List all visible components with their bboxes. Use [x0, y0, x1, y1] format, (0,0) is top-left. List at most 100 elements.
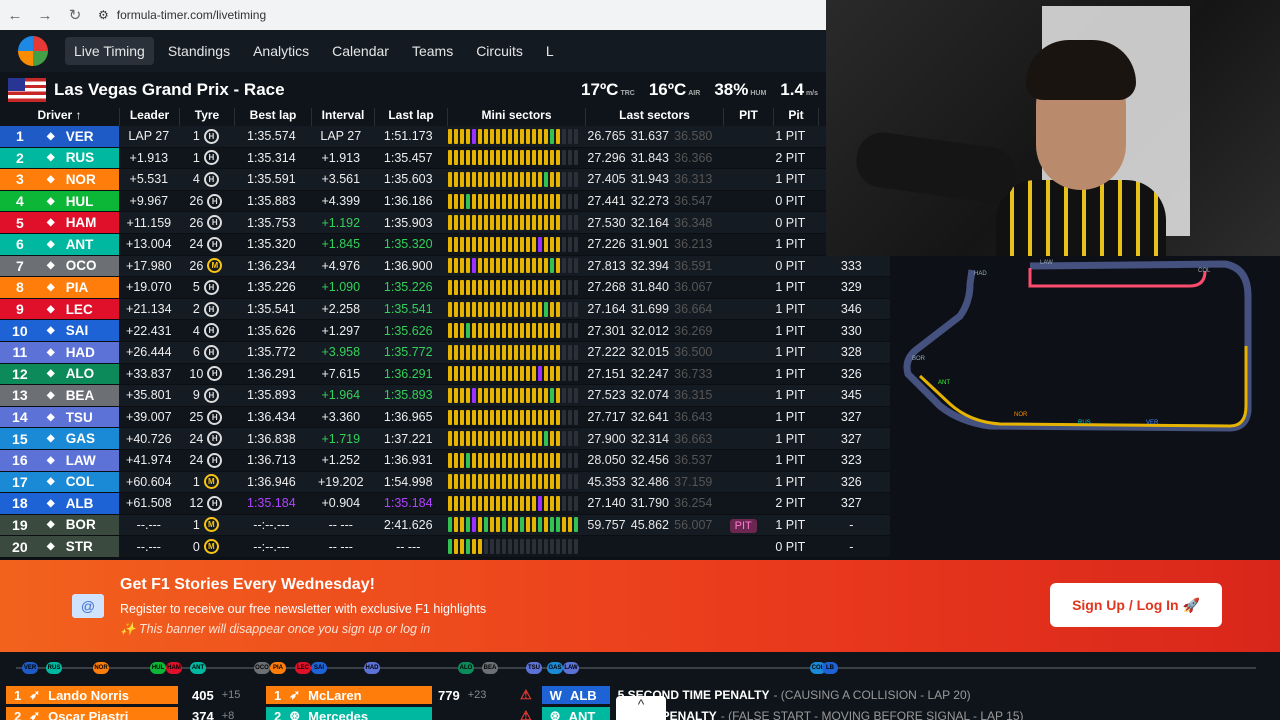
tracker-dot[interactable]: BEA: [482, 662, 498, 674]
col-leader[interactable]: Leader: [120, 108, 180, 126]
col-tyre[interactable]: Tyre: [180, 108, 235, 126]
timing-row[interactable]: 12 ◆ ALO +33.837 10 H 1:36.291 +7.615 1:36…: [0, 363, 890, 386]
driver-cell[interactable]: ◆ GAS: [39, 428, 120, 449]
col-interval[interactable]: Interval: [312, 108, 375, 126]
mini-sector: [502, 258, 507, 274]
tracker-dot[interactable]: ANT: [190, 662, 206, 674]
tracker-dot[interactable]: GAS: [547, 662, 563, 674]
tracker-dot[interactable]: SAI: [311, 662, 327, 674]
driver-cell[interactable]: ◆ SAI: [39, 320, 120, 341]
driver-cell[interactable]: ◆ LAW: [39, 449, 120, 471]
timing-row[interactable]: 16 ◆ LAW +41.974 24 H 1:36.713 +1.252 1:36…: [0, 449, 890, 472]
tab-teams[interactable]: Teams: [411, 43, 454, 59]
tracker-dot[interactable]: LAW: [563, 662, 579, 674]
timing-row[interactable]: 6 ◆ ANT +13.004 24 H 1:35.320 +1.845 1:35.…: [0, 233, 890, 256]
tracker-dot[interactable]: HAM: [166, 662, 182, 674]
mini-sector: [496, 495, 501, 511]
mini-sectors: [444, 148, 581, 169]
timing-row[interactable]: 5 ◆ HAM +11.159 26 H 1:35.753 +1.192 1:35.…: [0, 212, 890, 234]
driver-cell[interactable]: ◆ ANT: [39, 233, 120, 255]
driver-cell[interactable]: ◆ LEC: [39, 298, 120, 320]
mini-sector: [472, 517, 477, 533]
driver-cell[interactable]: ◆ COL: [39, 471, 120, 493]
driver-cell[interactable]: ◆ TSU: [39, 406, 120, 428]
driver-cell[interactable]: ◆ HAD: [39, 341, 120, 363]
logo-icon[interactable]: [18, 36, 48, 66]
col-pit-count[interactable]: Pit: [774, 108, 819, 126]
timing-row[interactable]: 15 ◆ GAS +40.726 24 H 1:36.838 +1.719 1:37…: [0, 428, 890, 450]
timing-row[interactable]: 14 ◆ TSU +39.007 25 H 1:36.434 +3.360 1:36…: [0, 406, 890, 429]
driver-cell[interactable]: ◆ RUS: [39, 147, 120, 169]
site-info-icon[interactable]: ⚙: [98, 8, 109, 22]
col-last-lap[interactable]: Last lap: [375, 108, 448, 126]
driver-cell[interactable]: ◆ NOR: [39, 169, 120, 190]
address-bar[interactable]: ⚙ formula-timer.com/livetiming: [98, 8, 266, 22]
tracker-dot[interactable]: PIA: [270, 662, 286, 674]
mini-sector: [538, 517, 543, 533]
mini-sector: [472, 258, 477, 274]
tracker-dot[interactable]: VER: [22, 662, 38, 674]
driver-cell[interactable]: ◆ BEA: [39, 385, 120, 406]
last-lap: 1:35.226: [383, 280, 433, 295]
driver-cell[interactable]: ◆ OCO: [39, 255, 120, 277]
driver-cell[interactable]: ◆ ALB: [39, 493, 120, 514]
mini-sector: [448, 344, 453, 360]
driver-cell[interactable]: ◆ HUL: [39, 190, 120, 212]
tracker-dot[interactable]: RUS: [46, 662, 62, 674]
tracker-dot[interactable]: TSU: [526, 662, 542, 674]
mini-sector: [472, 150, 477, 166]
speed-trap: 326: [840, 366, 862, 381]
back-icon[interactable]: ←: [7, 6, 23, 24]
tab-calendar[interactable]: Calendar: [332, 43, 389, 59]
tracker-dot[interactable]: OCO: [254, 662, 270, 674]
driver-cell[interactable]: ◆ STR: [39, 536, 120, 557]
driver-cell[interactable]: ◆ HAM: [39, 212, 120, 233]
tracker-dot[interactable]: HAD: [364, 662, 380, 674]
tracker-dot[interactable]: LEC: [295, 662, 311, 674]
tab-analytics[interactable]: Analytics: [253, 43, 310, 59]
col-mini-sectors[interactable]: Mini sectors: [448, 108, 586, 126]
driver-cell[interactable]: ◆ VER: [39, 126, 120, 147]
mini-sector: [460, 128, 465, 144]
mini-sector: [568, 236, 573, 252]
mini-sector: [466, 323, 471, 339]
driver-cell[interactable]: ◆ BOR: [39, 514, 120, 536]
timing-row[interactable]: 18 ◆ ALB +61.508 12 H 1:35.184 +0.904 1:35…: [0, 493, 890, 515]
mini-sector: [460, 387, 465, 403]
forward-icon[interactable]: →: [37, 6, 53, 24]
tracker-dot[interactable]: NOR: [93, 662, 109, 674]
tab-live-timing[interactable]: Live Timing: [65, 37, 154, 65]
tracker-dot[interactable]: LB: [822, 662, 838, 674]
tracker-dot[interactable]: HUL: [150, 662, 166, 674]
tab-circuits[interactable]: Circuits: [476, 43, 523, 59]
tab-standings[interactable]: Standings: [167, 43, 231, 59]
timing-row[interactable]: 7 ◆ OCO +17.980 26 M 1:36.234 +4.976 1:36.…: [0, 255, 890, 278]
expand-panel-button[interactable]: ^: [616, 696, 666, 720]
driver-cell[interactable]: ◆ PIA: [39, 277, 120, 298]
reload-icon[interactable]: ↻: [68, 7, 82, 24]
mini-sector: [574, 215, 579, 231]
col-best-lap[interactable]: Best lap: [235, 108, 312, 126]
col-pit[interactable]: PIT: [724, 108, 774, 126]
signup-button[interactable]: Sign Up / Log In 🚀: [1050, 583, 1222, 627]
col-driver[interactable]: Driver ↑: [0, 108, 120, 126]
driver-code: SAI: [65, 323, 89, 339]
mini-sector: [568, 344, 573, 360]
mini-sector: [514, 258, 519, 274]
timing-row[interactable]: 4 ◆ HUL +9.967 26 H 1:35.883 +4.399 1:36.1…: [0, 190, 890, 213]
driver-cell[interactable]: ◆ ALO: [39, 363, 120, 385]
tracker-dot[interactable]: ALO: [458, 662, 474, 674]
tab-more[interactable]: L: [545, 43, 554, 59]
col-last-sectors[interactable]: Last sectors: [586, 108, 724, 126]
